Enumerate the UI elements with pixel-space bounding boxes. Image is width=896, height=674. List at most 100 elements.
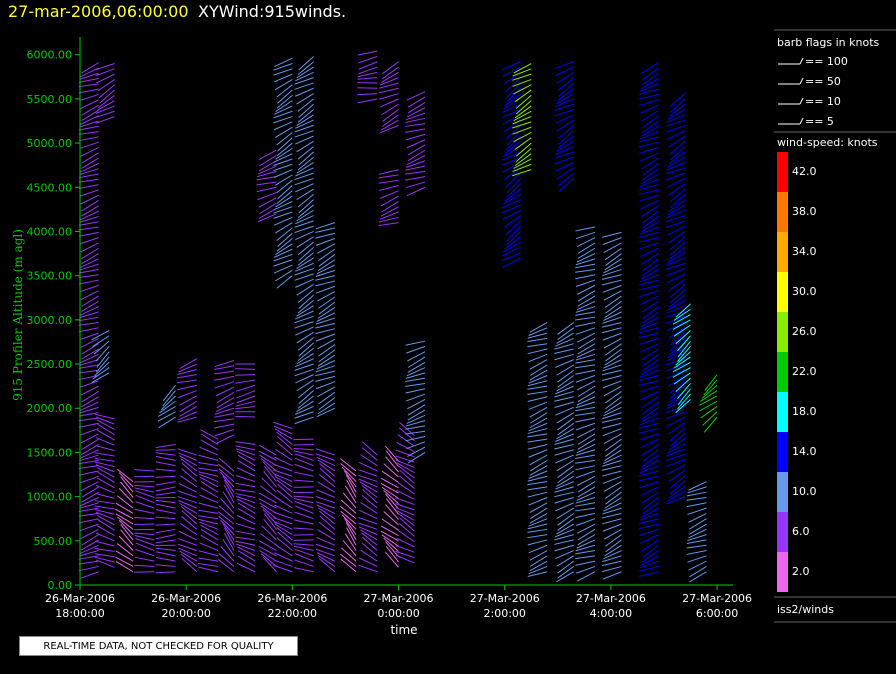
wind-barb: [218, 505, 235, 520]
wind-barb: [604, 343, 622, 356]
wind-barb: [407, 101, 426, 114]
wind-barb: [688, 528, 707, 539]
wind-barb: [115, 556, 134, 567]
wind-barb: [199, 473, 219, 483]
wind-barb: [297, 337, 314, 351]
wind-barb: [378, 169, 399, 175]
wind-barb: [669, 199, 686, 213]
wind-barb: [277, 232, 293, 247]
speed-swatch: [777, 352, 788, 392]
wind-barb: [198, 467, 219, 472]
wind-barb: [214, 428, 235, 437]
legend-panel: barb flags in knots == 100 == 50 == 10 == 5…: [774, 29, 896, 623]
wind-barb: [575, 507, 596, 512]
wind-barb: [235, 475, 256, 483]
wind-barb: [642, 258, 659, 272]
wind-barb: [276, 537, 293, 551]
wind-barb: [79, 168, 99, 176]
wind-barb: [79, 215, 99, 223]
wind-barb: [295, 135, 314, 145]
wind-barb: [503, 98, 521, 110]
wind-barb: [340, 499, 357, 514]
wind-barb: [558, 172, 575, 187]
wind-barb: [577, 523, 596, 534]
wind-barb: [577, 486, 596, 498]
wind-barb: [79, 454, 99, 462]
wind-barb: [642, 115, 659, 129]
wind-barb: [666, 453, 686, 461]
wind-barb: [96, 467, 115, 478]
wind-barb: [135, 490, 155, 498]
wind-barb: [78, 422, 99, 428]
wind-barb: [360, 501, 378, 514]
wind-barb: [294, 268, 314, 276]
wind-barb: [575, 560, 596, 566]
wind-barb: [198, 454, 219, 461]
wind-barb: [214, 407, 235, 415]
wind-barb: [502, 61, 521, 71]
wind-barb: [641, 62, 659, 74]
wind-barb: [668, 294, 686, 308]
wind-barb: [294, 416, 314, 425]
wind-barb: [273, 110, 293, 119]
wind-barb: [315, 227, 335, 234]
wind-barb: [406, 367, 426, 377]
wind-barb: [555, 385, 574, 395]
wind-barb: [641, 502, 659, 515]
wind-barb: [135, 501, 155, 509]
wind-barb: [672, 319, 691, 330]
wind-barb: [95, 63, 115, 71]
wind-barb: [602, 459, 622, 467]
wind-barb: [297, 98, 314, 112]
wind-barb: [359, 461, 378, 472]
wind-barb: [380, 206, 399, 217]
wind-barb: [502, 252, 521, 262]
wind-barb: [81, 396, 99, 408]
wind-barb: [407, 144, 426, 156]
wind-barb: [385, 445, 399, 462]
wind-barb: [642, 359, 659, 372]
wind-barb: [81, 300, 99, 312]
wind-barb: [640, 459, 659, 471]
wind-barb: [273, 559, 293, 567]
wind-barb: [362, 489, 378, 504]
wind-barb: [298, 199, 314, 214]
speed-label: 14.0: [792, 445, 817, 458]
wind-barb: [276, 238, 293, 252]
wind-barb: [396, 537, 415, 548]
wind-barb: [677, 340, 691, 358]
wind-barb: [79, 284, 99, 293]
speed-label: 22.0: [792, 365, 817, 378]
wind-barb: [236, 543, 256, 552]
barb-legend-flag: [799, 77, 804, 85]
wind-barb: [80, 401, 99, 411]
wind-barb: [235, 530, 256, 536]
wind-barb: [602, 565, 622, 573]
wind-barb: [576, 237, 596, 248]
y-tick-label: 4000.00: [27, 225, 73, 238]
barb-profile: [512, 63, 532, 177]
wind-barb: [554, 544, 574, 552]
wind-barb: [315, 269, 335, 277]
wind-barb: [639, 369, 659, 378]
wind-barb: [575, 364, 596, 369]
wind-barb: [667, 321, 686, 332]
wind-barb: [319, 463, 336, 477]
x-tick-time: 2:00:00: [484, 607, 526, 620]
wind-barb: [344, 518, 357, 535]
wind-barb: [236, 562, 256, 573]
wind-barb: [557, 560, 575, 574]
wind-barb: [155, 523, 176, 526]
wind-barb: [237, 550, 256, 562]
wind-barb: [700, 390, 718, 402]
wind-barb: [639, 322, 659, 331]
wind-barb: [667, 347, 686, 359]
wind-barb: [640, 438, 659, 449]
wind-barb: [179, 475, 198, 488]
wind-barb: [198, 557, 219, 562]
wind-barb: [639, 380, 659, 386]
wind-barb: [640, 390, 659, 401]
wind-barb: [667, 416, 686, 427]
wind-barb: [295, 167, 314, 177]
wind-barb: [276, 441, 293, 456]
